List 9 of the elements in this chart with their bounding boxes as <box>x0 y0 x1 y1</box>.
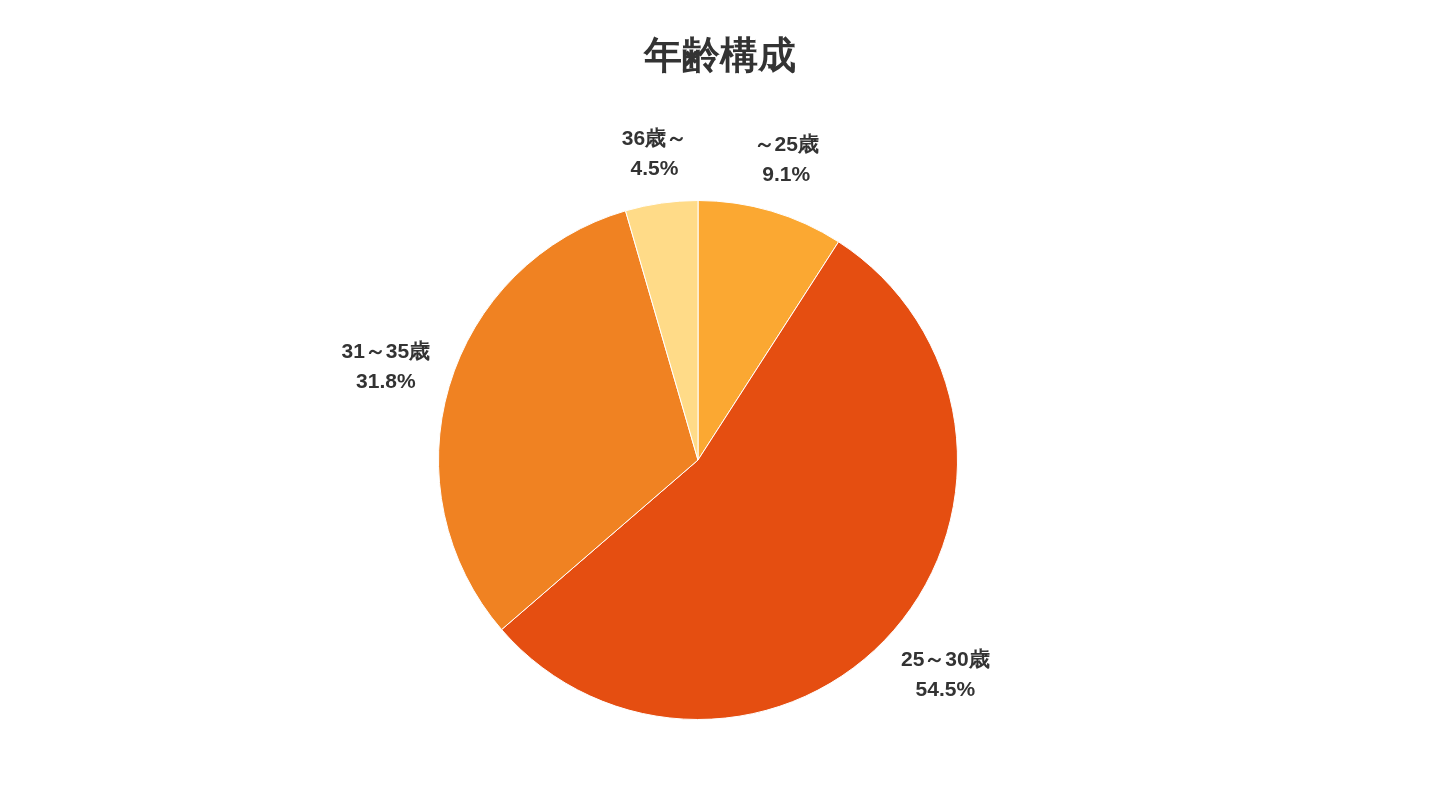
chart-title: 年齢構成 <box>642 33 797 78</box>
slice-label: ～25歳 <box>753 132 819 155</box>
data-label: 54.5% <box>915 676 976 700</box>
slice-label: 31～35歳 <box>341 339 431 363</box>
data-label: 31.8% <box>356 369 416 393</box>
data-label: 9.1% <box>762 162 811 185</box>
slice-label: 25～30歳 <box>900 646 990 670</box>
slice-label: 36歳～ <box>621 126 688 150</box>
data-label: 4.5% <box>630 156 679 180</box>
